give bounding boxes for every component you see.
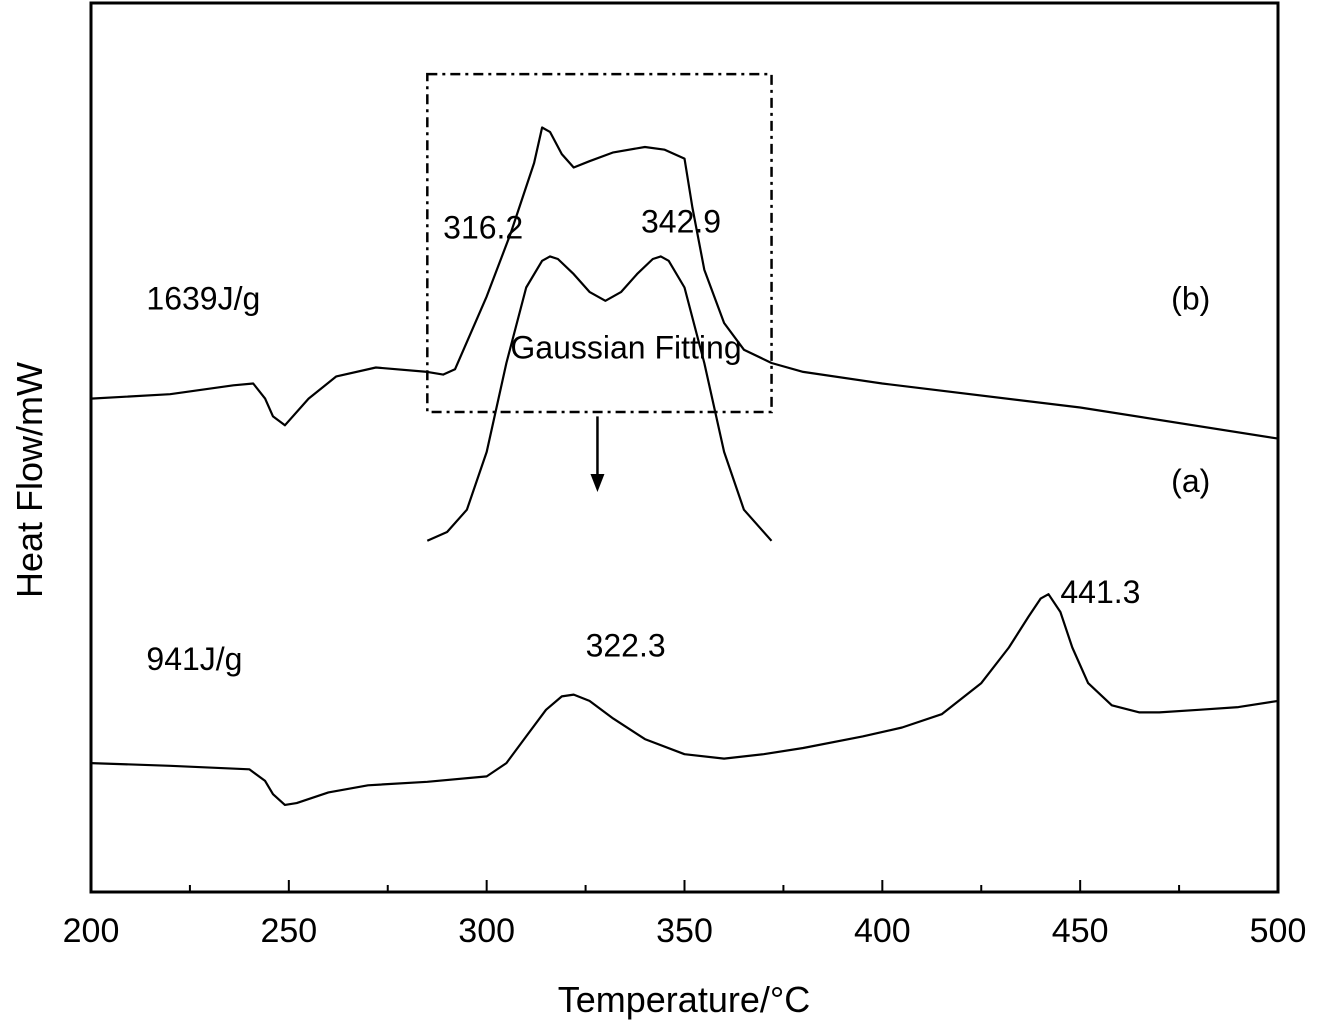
annotation-gaussian-fitting: Gaussian Fitting <box>510 330 741 366</box>
gaussian-fit-curve <box>427 256 771 540</box>
annotation-b: (b) <box>1171 281 1210 317</box>
x-tick-label: 400 <box>854 912 911 950</box>
gaussian-inset <box>427 74 771 541</box>
x-tick-label: 500 <box>1250 912 1307 950</box>
x-tick-label: 300 <box>458 912 515 950</box>
annotation-441-3: 441.3 <box>1060 574 1140 610</box>
x-tick-label: 250 <box>260 912 317 950</box>
x-tick-label: 350 <box>656 912 713 950</box>
series-line-a <box>91 594 1278 805</box>
x-tick-label: 450 <box>1052 912 1109 950</box>
y-axis-title: Heat Flow/mW <box>9 362 50 598</box>
annotation-941j-g: 941J/g <box>146 641 242 677</box>
annotation-316-2: 316.2 <box>443 210 523 246</box>
series-line-b <box>91 128 1278 439</box>
annotation-342-9: 342.9 <box>641 203 721 239</box>
annotation-322-3: 322.3 <box>586 627 666 663</box>
annotations: 1639J/g (b) 316.2 342.9 (a) 441.3 941J/g 322.3 G… <box>146 203 1210 676</box>
annotation-1639j-g: 1639J/g <box>146 281 260 317</box>
x-tick-label: 200 <box>63 912 120 950</box>
annotation-a: (a) <box>1171 463 1210 499</box>
plot-frame <box>91 3 1278 892</box>
arrow-head <box>590 474 604 492</box>
x-axis-title: Temperature/°C <box>558 979 811 1020</box>
